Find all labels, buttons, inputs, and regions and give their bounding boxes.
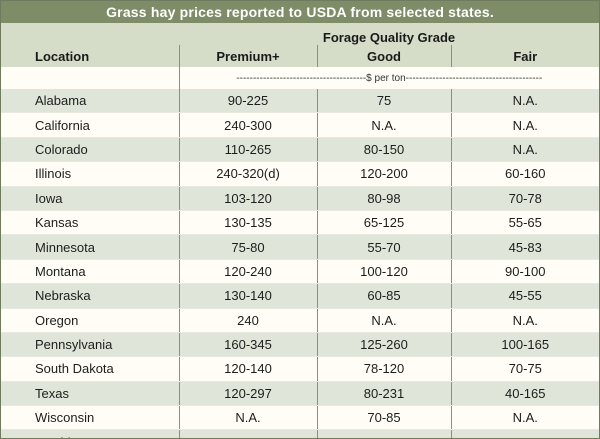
table-row: South Dakota 120-140 78-120 70-75	[1, 356, 599, 382]
location-cell: Minnesota	[1, 234, 179, 260]
fair-header: Fair	[450, 45, 599, 67]
header-columns-row: Location Premium+ Good Fair	[1, 45, 599, 67]
table-row: Nebraska 130-140 60-85 45-55	[1, 283, 599, 309]
premium-cell: 90-225	[178, 89, 317, 114]
premium-cell: 120-140	[178, 356, 317, 382]
premium-cell: 240-300	[178, 112, 317, 138]
good-cell: 80-150	[316, 137, 451, 163]
location-cell: Washington	[1, 429, 179, 438]
premium-cell: 75-80	[178, 234, 317, 260]
good-cell: 75	[316, 89, 451, 114]
fair-cell: 70-78	[450, 186, 599, 211]
premium-cell: 120-240	[178, 259, 317, 285]
good-cell: 70-85	[316, 405, 451, 431]
table-row: Colorado 110-265 80-150 N.A.	[1, 137, 599, 163]
good-cell: 65-125	[316, 210, 451, 236]
header-spacer	[1, 23, 179, 45]
unit-row: ---------------------------------------$…	[1, 67, 599, 89]
good-cell: 100-120	[316, 259, 451, 285]
table-row: Montana 120-240 100-120 90-100	[1, 259, 599, 285]
fair-cell: N.A.	[450, 429, 599, 438]
hay-price-table: Forage Quality Grade Location Premium+ G…	[1, 23, 599, 438]
good-cell: 78-120	[316, 356, 451, 382]
good-header: Good	[316, 45, 451, 67]
unit-label: ---------------------------------------$…	[178, 67, 599, 89]
premium-cell: 130-135	[178, 210, 317, 236]
table-row: California 240-300 N.A. N.A.	[1, 112, 599, 138]
fair-cell: N.A.	[450, 405, 599, 431]
fair-cell: N.A.	[450, 137, 599, 163]
location-cell: Oregon	[1, 308, 179, 333]
premium-cell: 110-265	[178, 137, 317, 163]
table-row: Iowa 103-120 80-98 70-78	[1, 186, 599, 211]
premium-cell: 130-140	[178, 283, 317, 309]
good-cell: N.A.	[316, 112, 451, 138]
location-cell: Pennsylvania	[1, 332, 179, 358]
fair-cell: N.A.	[450, 89, 599, 114]
table-body: Alabama 90-225 75 N.A. California 240-300 N.A.…	[1, 89, 599, 438]
location-cell: Iowa	[1, 186, 179, 211]
fair-cell: 60-160	[450, 161, 599, 187]
good-cell: 80-98	[316, 186, 451, 211]
location-cell: Illinois	[1, 161, 179, 187]
fair-cell: 55-65	[450, 210, 599, 236]
location-cell: Montana	[1, 259, 179, 285]
fair-cell: 100-165	[450, 332, 599, 358]
fair-cell: 45-83	[450, 234, 599, 260]
fair-cell: N.A.	[450, 308, 599, 333]
table-row: Texas 120-297 80-231 40-165	[1, 381, 599, 407]
header-group-row: Forage Quality Grade	[1, 23, 599, 45]
location-header: Location	[1, 45, 179, 67]
fair-cell: 40-165	[450, 381, 599, 407]
premium-cell: 103-120	[178, 186, 317, 211]
table-row: Alabama 90-225 75 N.A.	[1, 89, 599, 114]
table-row: WashingtonN.A.N.A.N.A.	[1, 429, 599, 438]
location-cell: Wisconsin	[1, 405, 179, 431]
location-cell: Texas	[1, 381, 179, 407]
premium-cell: N.A.	[178, 429, 317, 438]
location-cell: Alabama	[1, 89, 179, 114]
good-cell: 55-70	[316, 234, 451, 260]
fair-cell: 70-75	[450, 356, 599, 382]
table-row: Illinois 240-320(d) 120-200 60-160	[1, 161, 599, 187]
location-cell: Nebraska	[1, 283, 179, 309]
location-cell: California	[1, 112, 179, 138]
fair-cell: N.A.	[450, 112, 599, 138]
table-row: Oregon 240 N.A. N.A.	[1, 308, 599, 333]
good-cell: N.A.	[316, 429, 451, 438]
premium-header: Premium+	[178, 45, 317, 67]
fair-cell: 45-55	[450, 283, 599, 309]
good-cell: 120-200	[316, 161, 451, 187]
location-cell: South Dakota	[1, 356, 179, 382]
table-row: Wisconsin N.A. 70-85 N.A.	[1, 405, 599, 431]
premium-cell: 240-320(d)	[178, 161, 317, 187]
good-cell: 60-85	[316, 283, 451, 309]
table-row: Kansas 130-135 65-125 55-65	[1, 210, 599, 236]
table-row: Minnesota 75-80 55-70 45-83	[1, 234, 599, 260]
good-cell: N.A.	[316, 308, 451, 333]
table-title: Grass hay prices reported to USDA from s…	[1, 1, 599, 23]
premium-cell: 160-345	[178, 332, 317, 358]
location-cell: Colorado	[1, 137, 179, 163]
premium-cell: 120-297	[178, 381, 317, 407]
unit-spacer	[1, 67, 179, 89]
good-cell: 125-260	[316, 332, 451, 358]
location-cell: Kansas	[1, 210, 179, 236]
table-row: Pennsylvania 160-345 125-260 100-165	[1, 332, 599, 358]
premium-cell: N.A.	[178, 405, 317, 431]
fair-cell: 90-100	[450, 259, 599, 285]
premium-cell: 240	[178, 308, 317, 333]
forage-quality-grade-header: Forage Quality Grade	[179, 23, 599, 45]
good-cell: 80-231	[316, 381, 451, 407]
